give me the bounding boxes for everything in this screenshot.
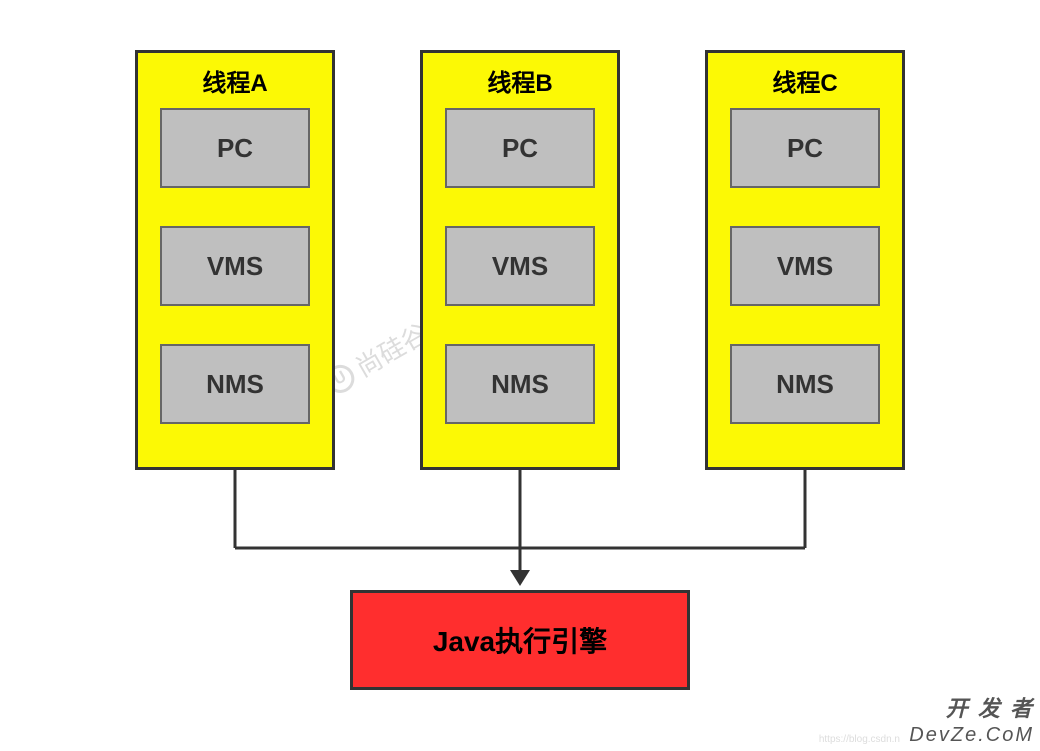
thread-inner-box: PC: [160, 108, 310, 188]
inner-box-label: PC: [502, 133, 538, 164]
inner-box-label: PC: [787, 133, 823, 164]
thread-box-0: 线程A PC VMS NMS: [135, 50, 335, 470]
inner-box-label: NMS: [491, 369, 549, 400]
inner-box-label: VMS: [492, 251, 548, 282]
engine-box: Java执行引擎: [350, 590, 690, 690]
thread-box-2: 线程C PC VMS NMS: [705, 50, 905, 470]
inner-box-label: PC: [217, 133, 253, 164]
inner-box-label: NMS: [206, 369, 264, 400]
thread-inner-box: PC: [730, 108, 880, 188]
thread-inner-box: VMS: [730, 226, 880, 306]
thread-inner-box: NMS: [445, 344, 595, 424]
corner-brand-line2: DevZe.CoM: [909, 724, 1034, 747]
engine-label: Java执行引擎: [433, 620, 607, 660]
thread-title: 线程C: [772, 63, 837, 98]
thread-inner-box: VMS: [160, 226, 310, 306]
thread-inner-box: NMS: [730, 344, 880, 424]
thread-title: 线程A: [202, 63, 267, 98]
inner-box-label: VMS: [777, 251, 833, 282]
corner-brand-line1: 开 发 者: [946, 691, 1034, 723]
thread-inner-box: VMS: [445, 226, 595, 306]
inner-box-label: VMS: [207, 251, 263, 282]
inner-box-label: NMS: [776, 369, 834, 400]
thread-title: 线程B: [487, 63, 552, 98]
blog-watermark: https://blog.csdn.n: [819, 734, 900, 745]
thread-inner-box: PC: [445, 108, 595, 188]
thread-inner-box: NMS: [160, 344, 310, 424]
thread-box-1: 线程B PC VMS NMS: [420, 50, 620, 470]
